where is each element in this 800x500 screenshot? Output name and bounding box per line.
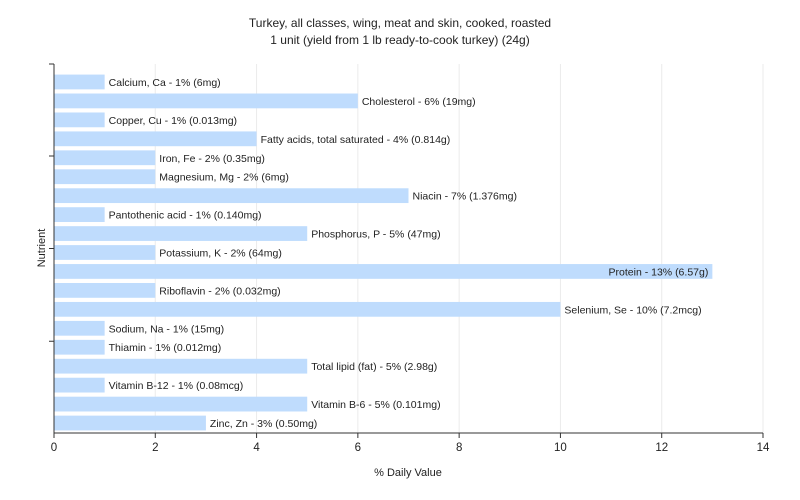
bar-label-13: Sodium, Na - 1% (15mg) [109, 323, 225, 335]
x-tick-label-6: 12 [655, 442, 668, 454]
bar-label-5: Magnesium, Mg - 2% (6mg) [159, 172, 289, 184]
bar-8 [54, 226, 308, 241]
x-tick-label-4: 8 [456, 442, 462, 454]
bar-label-7: Pantothenic acid - 1% (0.140mg) [109, 210, 262, 222]
bar-label-0: Calcium, Ca - 1% (6mg) [109, 77, 221, 89]
gridlines [154, 64, 764, 433]
x-tick-label-0: 0 [51, 442, 57, 454]
bar-12 [54, 301, 561, 317]
axes [49, 63, 764, 438]
bar-label-4: Iron, Fe - 2% (0.35mg) [159, 153, 265, 165]
bar-label-15: Total lipid (fat) - 5% (2.98g) [311, 361, 437, 373]
bar-10 [54, 264, 713, 279]
bar-3 [54, 131, 257, 147]
x-tick-label-3: 6 [355, 442, 361, 454]
x-tick-label-2: 4 [253, 442, 260, 454]
bar-18 [54, 415, 206, 431]
bar-15 [54, 358, 308, 374]
bar-0 [54, 74, 105, 90]
bar-17 [54, 396, 308, 412]
bar-1 [54, 93, 358, 109]
bar-label-12: Selenium, Se - 10% (7.2mcg) [564, 304, 701, 316]
x-tick-label-5: 10 [554, 442, 567, 454]
bar-6 [54, 188, 409, 204]
y-axis-label: Nutrient [36, 229, 48, 268]
bar-label-3: Fatty acids, total saturated - 4% (0.814… [261, 134, 451, 146]
bar-label-1: Cholesterol - 6% (19mg) [362, 96, 476, 108]
bar-13 [54, 320, 105, 336]
bar-5 [54, 169, 156, 185]
bar-label-17: Vitamin B-6 - 5% (0.101mg) [311, 399, 440, 411]
x-tick-labels: 0 2 4 6 8 10 12 14 [51, 442, 770, 454]
bar-14 [54, 339, 105, 355]
bar-label-6: Niacin - 7% (1.376mg) [413, 191, 517, 203]
bar-label-2: Copper, Cu - 1% (0.013mg) [109, 115, 237, 127]
bar-9 [54, 245, 156, 260]
bar-16 [54, 377, 105, 393]
bar-label-9: Potassium, K - 2% (64mg) [159, 248, 282, 260]
bar-7 [54, 207, 105, 222]
x-tick-label-7: 14 [757, 442, 770, 454]
bar-11 [54, 283, 156, 298]
chart-title: Turkey, all classes, wing, meat and skin… [249, 16, 551, 30]
x-axis-label: % Daily Value [374, 467, 442, 479]
bar-label-18: Zinc, Zn - 3% (0.50mg) [210, 418, 317, 430]
bars: Calcium, Ca - 1% (6mg) Cholesterol - 6% (… [54, 74, 713, 431]
bar-label-11: Riboflavin - 2% (0.032mg) [159, 285, 280, 297]
x-tick-label-1: 2 [152, 442, 158, 454]
bar-label-8: Phosphorus, P - 5% (47mg) [311, 229, 440, 241]
bar-label-14: Thiamin - 1% (0.012mg) [109, 342, 222, 354]
chart-subtitle: 1 unit (yield from 1 lb ready-to-cook tu… [270, 33, 529, 47]
bar-label-16: Vitamin B-12 - 1% (0.08mcg) [109, 380, 244, 392]
bar-label-10: Protein - 13% (6.57g) [609, 266, 709, 278]
bar-2 [54, 112, 105, 128]
bar-4 [54, 150, 156, 166]
